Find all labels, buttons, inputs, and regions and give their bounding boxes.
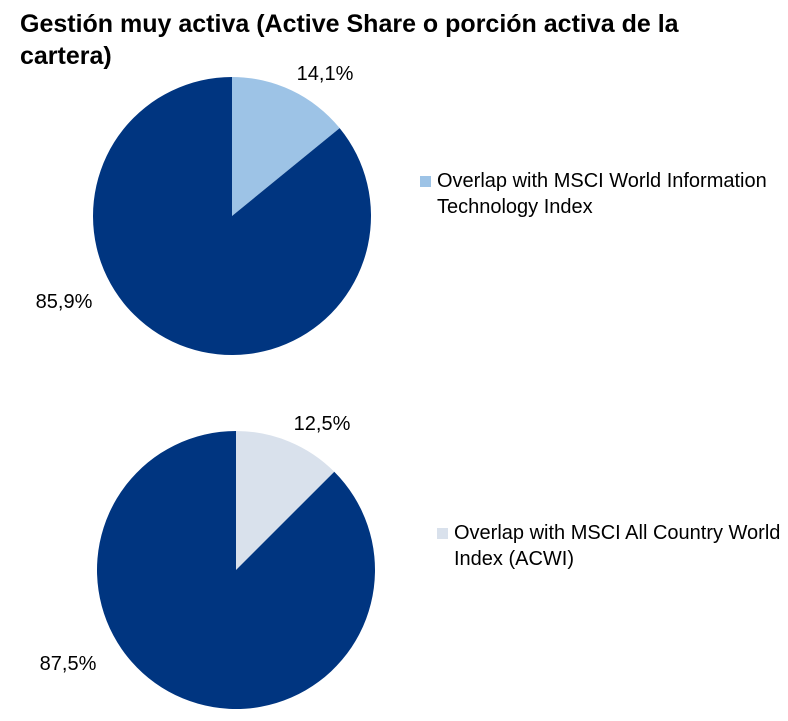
pie-slice-active [92,77,371,355]
legend-label: Overlap with MSCI All Country World Inde… [454,522,781,570]
pie-slice-overlap [232,77,340,216]
page-title: Gestión muy activa (Active Share o porci… [20,10,679,70]
legend-label: Overlap with MSCI World Information Tech… [437,170,767,218]
legend-swatch [437,528,448,539]
pie-chart-svg: 14,1% 85,9% [36,63,371,355]
pie-slice-overlap [236,431,335,570]
legend: Overlap with MSCI World Information Tech… [420,168,767,220]
data-label: 12,5% [294,413,351,435]
pie-chart-it-overlap: 14,1% 85,9% Overlap with MSCI World Infor… [0,0,788,360]
pie-chart-svg: 12,5% 87,5% [40,413,375,709]
legend-swatch [420,176,431,187]
data-label: 87,5% [40,653,97,675]
pie-slice-active [96,431,375,709]
legend: Overlap with MSCI All Country World Inde… [437,520,784,572]
data-label: 85,9% [36,291,93,313]
data-label: 14,1% [297,63,354,85]
pie-chart-acwi-overlap: 12,5% 87,5% Overlap with MSCI All Country… [0,356,788,716]
